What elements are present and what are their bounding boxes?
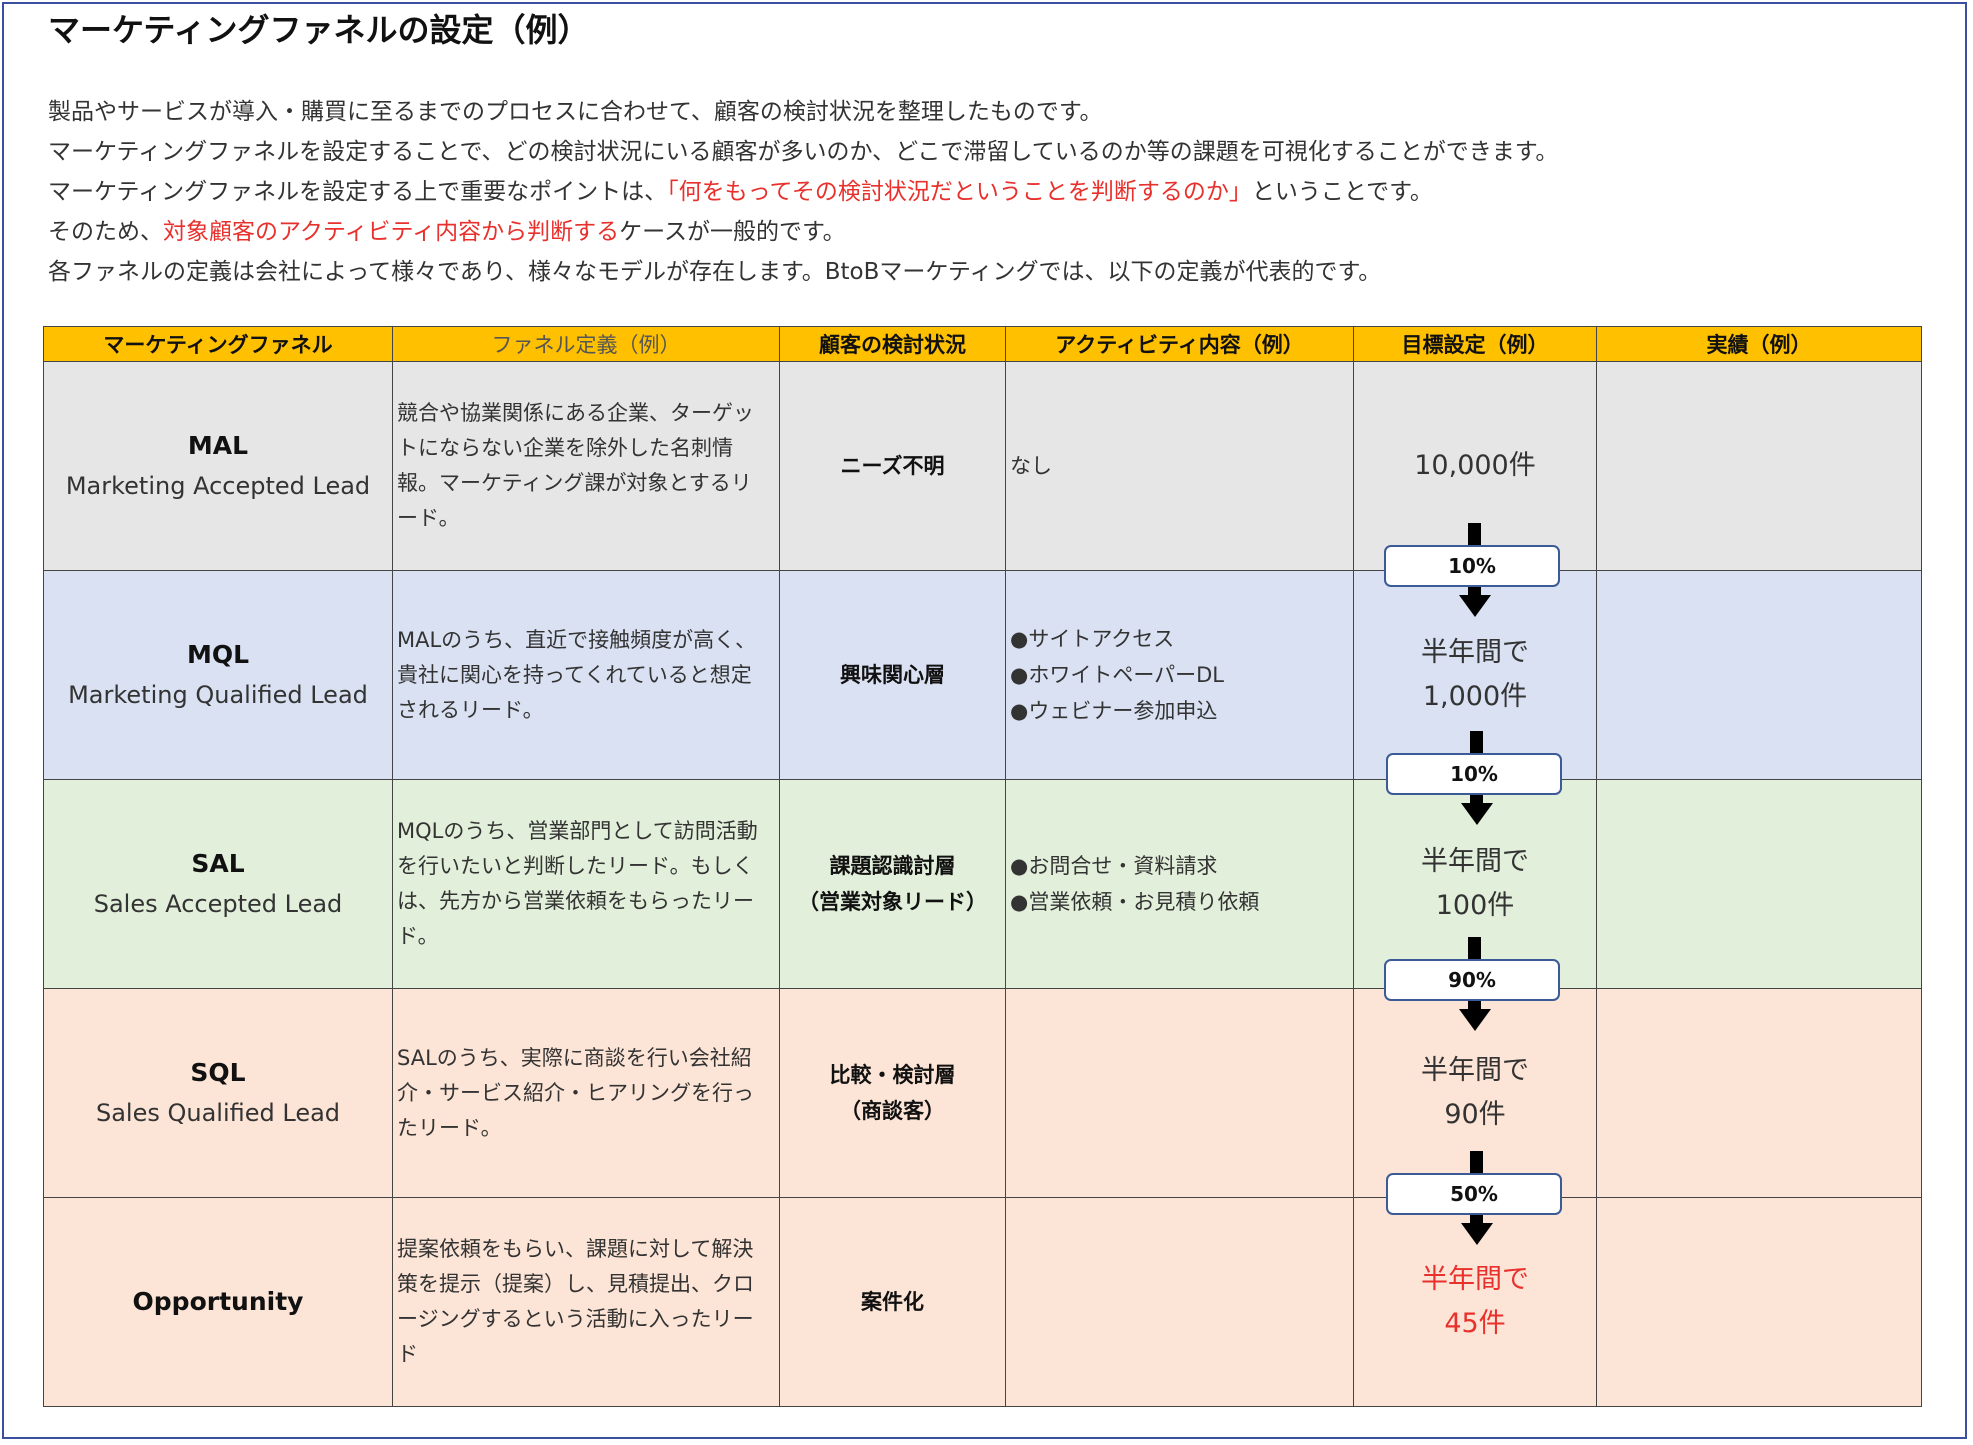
- definition-cell: MQLのうち、営業部門として訪問活動を行いたいと判断したリード。もしくは、先方か…: [392, 779, 780, 989]
- stage-abbr: SAL: [191, 849, 245, 878]
- header-actual: 実績（例）: [1596, 326, 1922, 362]
- header-status: 顧客の検討状況: [779, 326, 1006, 362]
- activity-cell: [1005, 1197, 1354, 1407]
- intro-line-2: マーケティングファネルを設定することで、どの検討状況にいる顧客が多いのか、どこで…: [48, 139, 1559, 165]
- header-activity: アクティビティ内容（例）: [1005, 326, 1354, 362]
- status-cell: 案件化: [779, 1197, 1006, 1407]
- table-row: MQL Marketing Qualified Lead MALのうち、直近で接触…: [43, 570, 1922, 780]
- intro-line-1: 製品やサービスが導入・購買に至るまでのプロセスに合わせて、顧客の検討状況を整理し…: [48, 99, 1103, 125]
- definition-cell: MALのうち、直近で接触頻度が高く、貴社に関心を持ってくれていると想定されるリー…: [392, 570, 780, 780]
- status-cell: ニーズ不明: [779, 361, 1006, 571]
- status-cell: 比較・検討層 （商談客）: [779, 988, 1006, 1198]
- arrow-down-icon: [1459, 595, 1491, 617]
- definition-cell: 競合や協業関係にある企業、ターゲットにならない企業を除外した名刺情報。マーケティ…: [392, 361, 780, 571]
- actual-cell[interactable]: [1596, 1197, 1922, 1407]
- actual-cell[interactable]: [1596, 779, 1922, 989]
- stage-full-name: Marketing Qualified Lead: [68, 681, 368, 709]
- stage-abbr: Opportunity: [132, 1287, 304, 1316]
- status-cell: 課題認識討層 （営業対象リード）: [779, 779, 1006, 989]
- funnel-stage-cell: Opportunity: [43, 1197, 393, 1407]
- conversion-rate-label: 10%: [1386, 753, 1562, 795]
- funnel-stage-cell: SAL Sales Accepted Lead: [43, 779, 393, 989]
- activity-cell: ●サイトアクセス ●ホワイトペーパーDL ●ウェビナー参加申込: [1005, 570, 1354, 780]
- actual-cell[interactable]: [1596, 988, 1922, 1198]
- intro-line-5: 各ファネルの定義は会社によって様々であり、様々なモデルが存在します。BtoBマー…: [48, 259, 1382, 285]
- conversion-arrow: 90%: [1384, 937, 1564, 1033]
- conversion-rate-label: 10%: [1384, 545, 1560, 587]
- table-row: Opportunity 提案依頼をもらい、課題に対して解決策を提示（提案）し、見…: [43, 1197, 1922, 1407]
- status-cell: 興味関心層: [779, 570, 1006, 780]
- stage-abbr: MAL: [187, 431, 249, 460]
- actual-cell[interactable]: [1596, 361, 1922, 571]
- funnel-table: マーケティングファネル ファネル定義（例） 顧客の検討状況 アクティビティ内容（…: [43, 326, 1922, 1407]
- actual-cell[interactable]: [1596, 570, 1922, 780]
- intro-line-4: そのため、対象顧客のアクティビティ内容から判断するケースが一般的です。: [48, 219, 846, 245]
- conversion-arrow: 50%: [1386, 1151, 1566, 1247]
- conversion-rate-label: 90%: [1384, 959, 1560, 1001]
- table-row: SAL Sales Accepted Lead MQLのうち、営業部門として訪問活…: [43, 779, 1922, 989]
- header-target: 目標設定（例）: [1353, 326, 1597, 362]
- stage-full-name: Marketing Accepted Lead: [65, 472, 371, 500]
- stage-abbr: SQL: [190, 1058, 246, 1087]
- stage-abbr: MQL: [186, 640, 250, 669]
- activity-cell: ●お問合せ・資料請求 ●営業依頼・お見積り依頼: [1005, 779, 1354, 989]
- judgement-text: 対象顧客のアクティビティ内容から判断する: [163, 219, 620, 245]
- funnel-stage-cell: MQL Marketing Qualified Lead: [43, 570, 393, 780]
- header-row: マーケティングファネル ファネル定義（例） 顧客の検討状況 アクティビティ内容（…: [43, 326, 1922, 362]
- conversion-arrow: 10%: [1384, 523, 1564, 619]
- definition-cell: SALのうち、実際に商談を行い会社紹介・サービス紹介・ヒアリングを行ったリード。: [392, 988, 780, 1198]
- target-cell: 半年間で 45件: [1353, 1197, 1597, 1407]
- stage-full-name: Sales Accepted Lead: [93, 890, 343, 918]
- arrow-down-icon: [1461, 803, 1493, 825]
- header-funnel: マーケティングファネル: [43, 326, 393, 362]
- activity-cell: なし: [1005, 361, 1354, 571]
- header-definition: ファネル定義（例）: [392, 326, 780, 362]
- arrow-down-icon: [1459, 1009, 1491, 1031]
- table-row: SQL Sales Qualified Lead SALのうち、実際に商談を行い会…: [43, 988, 1922, 1198]
- intro-text: 製品やサービスが導入・購買に至るまでのプロセスに合わせて、顧客の検討状況を整理し…: [48, 92, 1558, 292]
- conversion-rate-label: 50%: [1386, 1173, 1562, 1215]
- definition-cell: 提案依頼をもらい、課題に対して解決策を提示（提案）し、見積提出、クロージングする…: [392, 1197, 780, 1407]
- intro-line-3: マーケティングファネルを設定する上で重要なポイントは、「何をもってその検討状況だ…: [48, 179, 1433, 205]
- funnel-stage-cell: MAL Marketing Accepted Lead: [43, 361, 393, 571]
- funnel-stage-cell: SQL Sales Qualified Lead: [43, 988, 393, 1198]
- key-point-text: 「何をもってその検討状況だということを判断するのか」: [667, 179, 1252, 205]
- stage-full-name: Sales Qualified Lead: [95, 1099, 341, 1127]
- page-title: マーケティングファネルの設定（例）: [48, 11, 590, 49]
- conversion-arrow: 10%: [1386, 731, 1566, 827]
- arrow-down-icon: [1461, 1223, 1493, 1245]
- activity-cell: [1005, 988, 1354, 1198]
- table-row: MAL Marketing Accepted Lead 競合や協業関係にある企業、…: [43, 361, 1922, 571]
